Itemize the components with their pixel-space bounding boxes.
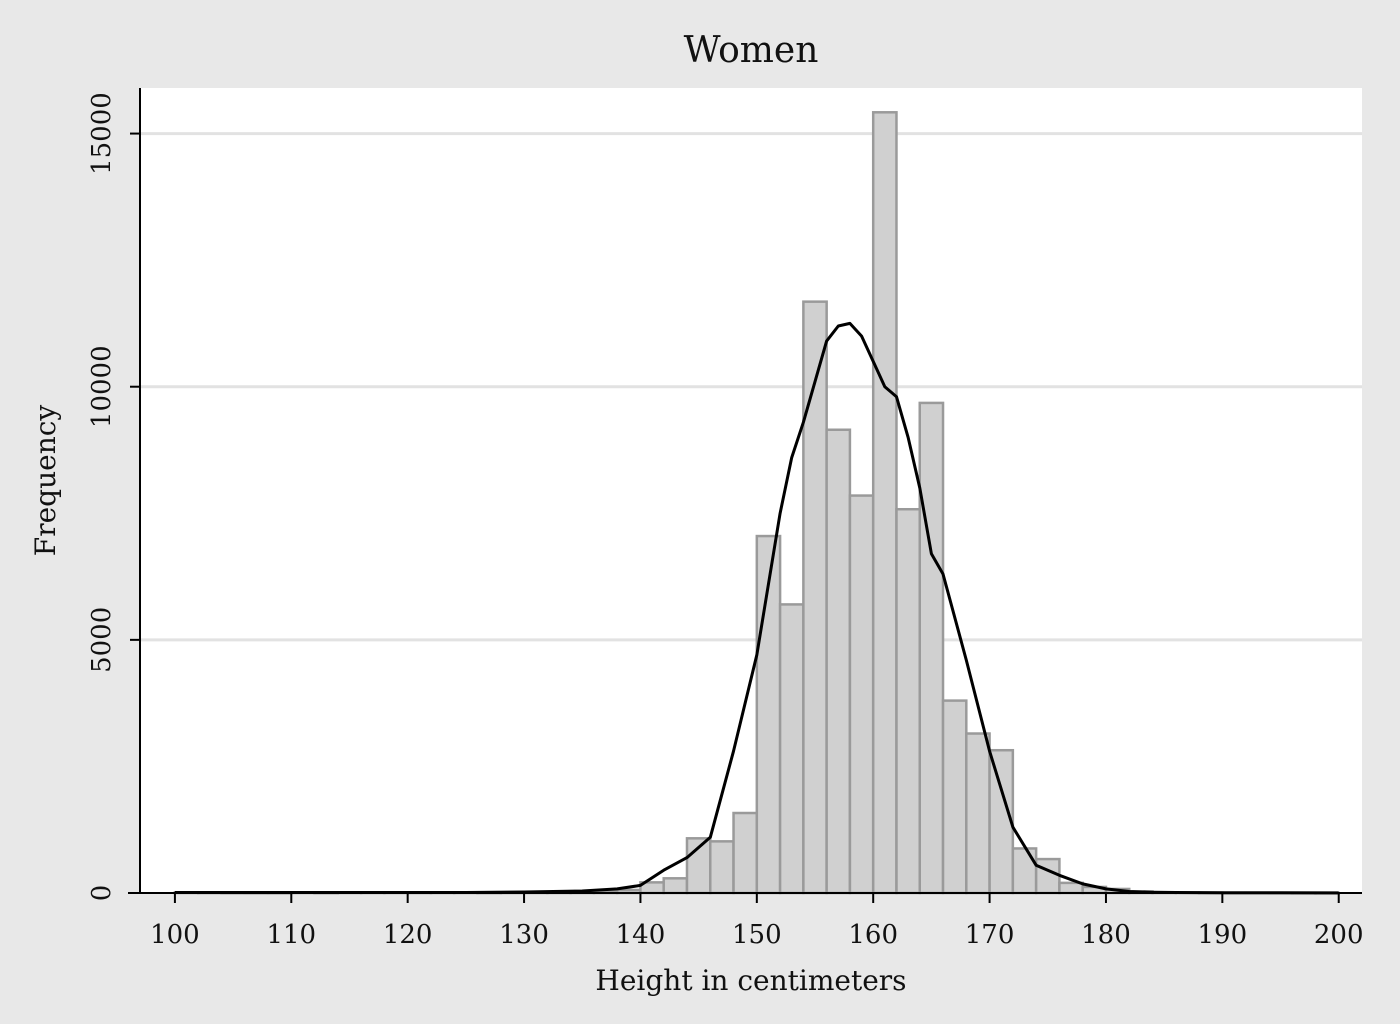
density-curve-layer — [174, 321, 1339, 895]
y-axis-title: Frequency — [29, 405, 62, 557]
histogram-bar — [848, 494, 875, 895]
x-tick-label: 190 — [1198, 920, 1248, 950]
density-curve — [174, 321, 1339, 895]
x-tick-label: 160 — [848, 920, 898, 950]
plot-area — [140, 88, 1362, 893]
histogram-bar — [1058, 881, 1084, 895]
x-tick-label: 120 — [383, 920, 433, 950]
x-tick-label: 130 — [499, 920, 549, 950]
x-tick-label: 150 — [732, 920, 782, 950]
chart-title: Women — [684, 30, 819, 71]
x-tick-label: 180 — [1081, 920, 1131, 950]
y-tick-label: 0 — [87, 885, 117, 902]
x-axis-title: Height in centimeters — [595, 964, 906, 997]
y-tick-label: 15000 — [87, 92, 117, 175]
x-tick-label: 110 — [266, 920, 316, 950]
histogram-bar — [941, 699, 968, 895]
histogram-bar — [965, 732, 991, 895]
histogram-bar — [918, 401, 945, 895]
x-tick-label: 170 — [965, 920, 1015, 950]
histogram-bar — [802, 300, 828, 895]
x-tick-label: 200 — [1314, 920, 1364, 950]
histogram-bar — [871, 111, 898, 895]
histogram-bar — [732, 811, 759, 895]
grid-lines — [140, 132, 1362, 642]
histogram-bar — [709, 840, 735, 895]
histogram-bar — [1011, 847, 1038, 895]
y-tick-label: 10000 — [87, 345, 117, 428]
x-tick-label: 140 — [616, 920, 666, 950]
histogram-bar — [1034, 857, 1061, 895]
histogram-bar — [662, 877, 689, 895]
axes: 100 110 120 130 140 150 160 170 180 190 200 0 5000 10… — [87, 88, 1364, 950]
x-tick-label: 100 — [150, 920, 200, 950]
histogram-bar — [825, 428, 852, 895]
y-tick-label: 5000 — [87, 607, 117, 673]
histogram-bar — [895, 507, 922, 895]
histogram-bar — [778, 603, 805, 895]
histogram-bar — [988, 748, 1015, 895]
